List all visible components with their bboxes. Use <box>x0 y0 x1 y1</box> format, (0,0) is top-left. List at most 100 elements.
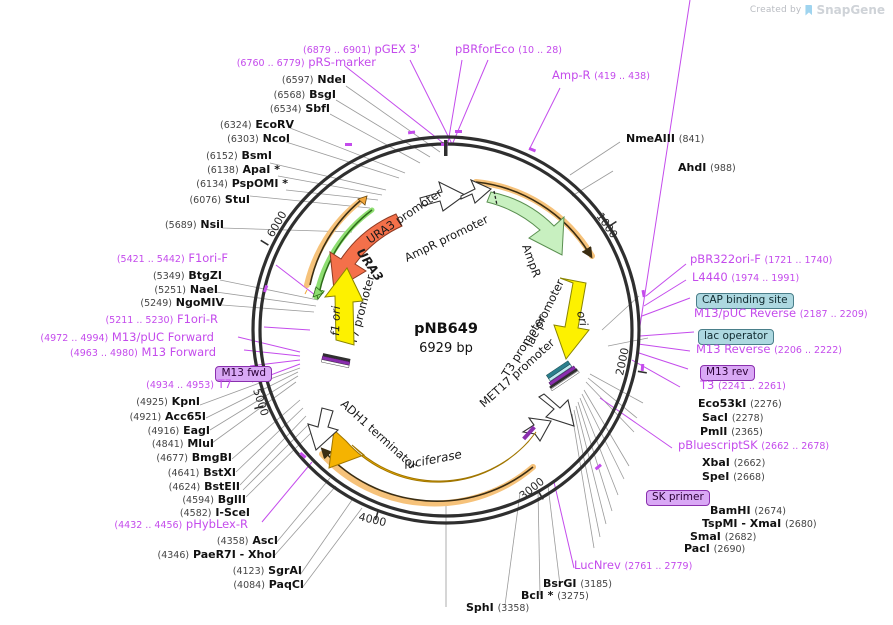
label-eagi[interactable]: (4916) EagI <box>0 425 210 437</box>
label-paci[interactable]: PacI (2690) <box>684 543 745 555</box>
label-name: EagI <box>183 424 210 437</box>
label-m13-fwd[interactable]: M13 fwd <box>0 363 272 382</box>
label-position: (5349) <box>152 271 185 282</box>
label-name: BstEII <box>204 480 240 493</box>
feature-label-f1-ori: f1 ori <box>328 305 343 336</box>
label-phyblex-r[interactable]: (4432 .. 4456) pHybLex-R <box>0 518 248 531</box>
label-pbluescriptsk[interactable]: pBluescriptSK (2662 .. 2678) <box>678 439 829 452</box>
label-position: (2206 .. 2222) <box>774 345 842 356</box>
label-spei[interactable]: SpeI (2668) <box>702 471 765 483</box>
label-ecorv[interactable]: (6324) EcoRV <box>0 119 294 131</box>
label-tspmi-xmai[interactable]: TspMI - XmaI (2680) <box>702 518 817 530</box>
label-position: (1974 .. 1991) <box>731 273 800 284</box>
label-pgex-3[interactable]: (6879 .. 6901) pGEX 3' <box>302 42 420 56</box>
feature-arrow-ori[interactable] <box>553 277 590 361</box>
label-m13-forward[interactable]: (4963 .. 4980) M13 Forward <box>0 346 216 359</box>
label-position: (4123) <box>232 566 265 577</box>
feature-arrow-met17-promoter[interactable] <box>538 393 575 427</box>
feature-arrow-f1-ori[interactable] <box>323 267 364 346</box>
label-paer7i-xhoi[interactable]: (4346) PaeR7I - XhoI <box>0 548 277 561</box>
label-bmgbi[interactable]: (4677) BmgBI <box>0 452 232 464</box>
label-pbrforeco[interactable]: pBRforEco (10 .. 28) <box>455 42 562 56</box>
label-cap-binding-site[interactable]: CAP binding site <box>696 290 794 309</box>
label-position: (1721 .. 1740) <box>764 255 833 266</box>
label-bsmi[interactable]: (6152) BsmI <box>0 150 272 162</box>
label-name: BmgBI <box>191 451 232 464</box>
label-bsgi[interactable]: (6568) BsgI <box>0 89 336 101</box>
watermark-prefix: Created by <box>749 5 802 15</box>
label-paqci[interactable]: (4084) PaqCI <box>0 579 304 591</box>
feature-arrow-luciferase[interactable] <box>328 428 537 483</box>
label-bsteii[interactable]: (4624) BstEII <box>0 481 240 493</box>
ring-origin-marker <box>444 140 448 156</box>
label-name: L4440 <box>692 270 728 284</box>
label-bcli[interactable]: BclI * (3275) <box>521 590 589 602</box>
label-name: Eco53kI <box>698 397 747 410</box>
label-nsii[interactable]: (5689) NsiI <box>0 219 224 231</box>
label-lac-operator[interactable]: lac operator <box>698 326 774 345</box>
label-bglii[interactable]: (4594) BglII <box>0 494 246 506</box>
label-position: (4963 .. 4980) <box>70 348 138 359</box>
feature-arrow-ampr-promoter[interactable] <box>460 178 493 204</box>
label-ncoi[interactable]: (6303) NcoI <box>0 133 290 145</box>
label-sgrai[interactable]: (4123) SgrAI <box>0 565 302 577</box>
label-m13-puc-forward[interactable]: (4972 .. 4994) M13/pUC Forward <box>0 331 214 344</box>
label-bamhi[interactable]: BamHI (2674) <box>710 505 786 517</box>
label-i-scei[interactable]: (4582) I-SceI <box>0 507 250 519</box>
label-btgzi[interactable]: (5349) BtgZI <box>0 270 222 282</box>
label-prs-marker[interactable]: (6760 .. 6779) pRS-marker <box>236 55 376 69</box>
label-name: PaeR7I - XhoI <box>192 548 276 561</box>
label-position: (6152) <box>206 151 238 162</box>
label-t7[interactable]: (4934 .. 4953) T7 <box>0 378 232 391</box>
label-kpni[interactable]: (4925) KpnI <box>0 396 200 408</box>
label-smai[interactable]: SmaI (2682) <box>690 531 756 543</box>
mcs-feature-stack[interactable] <box>543 359 580 392</box>
label-stui[interactable]: (6076) StuI <box>0 194 250 206</box>
label-m13-puc-reverse[interactable]: M13/pUC Reverse (2187 .. 2209) <box>694 307 868 320</box>
label-name: BclI * <box>521 589 554 602</box>
label-position: (2662) <box>733 458 766 469</box>
label-asci[interactable]: (4358) AscI <box>0 535 278 547</box>
label-position: (2276) <box>750 399 782 410</box>
label-amp-r[interactable]: Amp-R (419 .. 438) <box>552 68 650 82</box>
label-bstxi[interactable]: (4641) BstXI <box>0 467 236 479</box>
label-ahdi[interactable]: AhdI (988) <box>678 162 736 174</box>
label-pbr322ori-f[interactable]: pBR322ori-F (1721 .. 1740) <box>690 253 833 266</box>
label-position: (4084) <box>233 580 265 591</box>
feature-t7-promoter-bar[interactable] <box>321 353 351 369</box>
label-saci[interactable]: SacI (2278) <box>702 412 763 424</box>
label-t3[interactable]: T3 (2241 .. 2261) <box>700 379 786 392</box>
label-sphi[interactable]: SphI (3358) <box>466 602 529 614</box>
label-xbai[interactable]: XbaI (2662) <box>702 457 765 469</box>
label-m13-rev[interactable]: M13 rev <box>700 362 755 381</box>
label-naei[interactable]: (5251) NaeI <box>0 284 218 296</box>
label-position: (841) <box>678 134 705 145</box>
label-pspomi[interactable]: (6134) PspOMI * <box>0 178 288 190</box>
label-nmeaiii[interactable]: NmeAIII (841) <box>626 133 704 145</box>
backbone-outer-ring <box>251 135 641 525</box>
label-sbfi[interactable]: (6534) SbfI <box>0 103 330 115</box>
label-lucnrev[interactable]: LucNrev (2761 .. 2779) <box>574 559 692 572</box>
arc-ura3-dark <box>309 200 361 286</box>
label-position: (5689) <box>164 220 197 231</box>
feature-arrow-ampr[interactable] <box>486 191 565 256</box>
label-apai[interactable]: (6138) ApaI * <box>0 164 280 176</box>
label-ngomiv[interactable]: (5249) NgoMIV <box>0 297 224 309</box>
label-pmli[interactable]: PmlI (2365) <box>700 426 763 438</box>
feature-arrow-ura3-promoter[interactable] <box>419 180 467 212</box>
ring-feature-ticks <box>258 130 646 471</box>
label-eco53ki[interactable]: Eco53kI (2276) <box>698 398 782 410</box>
label-m13-reverse[interactable]: M13 Reverse (2206 .. 2222) <box>696 343 842 356</box>
label-position: (2668) <box>733 472 765 483</box>
feature-arrow-adh1-terminator[interactable] <box>307 407 340 451</box>
label-acc65i[interactable]: (4921) Acc65I <box>0 411 206 423</box>
label-bsrgi[interactable]: BsrGI (3185) <box>543 578 612 590</box>
label-sk-primer[interactable]: SK primer <box>646 487 710 506</box>
label-ndei[interactable]: (6597) NdeI <box>0 74 346 86</box>
label-mlui[interactable]: (4841) MluI <box>0 438 214 450</box>
label-name: StuI <box>224 193 250 206</box>
label-f1ori-r[interactable]: (5211 .. 5230) F1ori-R <box>0 313 218 326</box>
label-f1ori-f[interactable]: (5421 .. 5442) F1ori-F <box>0 252 228 265</box>
label-l4440[interactable]: L4440 (1974 .. 1991) <box>692 270 800 284</box>
